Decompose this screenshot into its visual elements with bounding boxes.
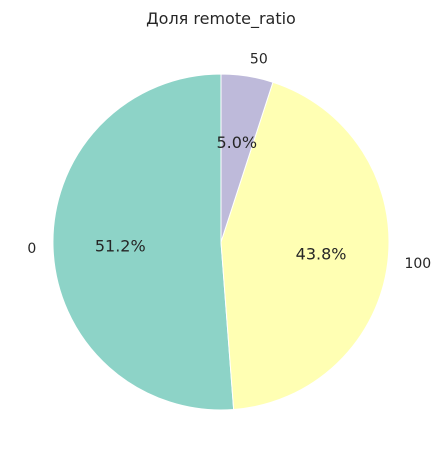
pie-percent-label-0: 51.2% bbox=[95, 236, 146, 255]
chart-title: Доля remote_ratio bbox=[146, 9, 296, 29]
pie-category-label-0: 0 bbox=[27, 241, 36, 257]
pie-category-label-50: 50 bbox=[250, 51, 268, 67]
pie-category-label-100: 100 bbox=[404, 256, 431, 272]
pie-percent-label-100: 43.8% bbox=[296, 245, 347, 264]
pie-percent-label-50: 5.0% bbox=[216, 133, 257, 152]
